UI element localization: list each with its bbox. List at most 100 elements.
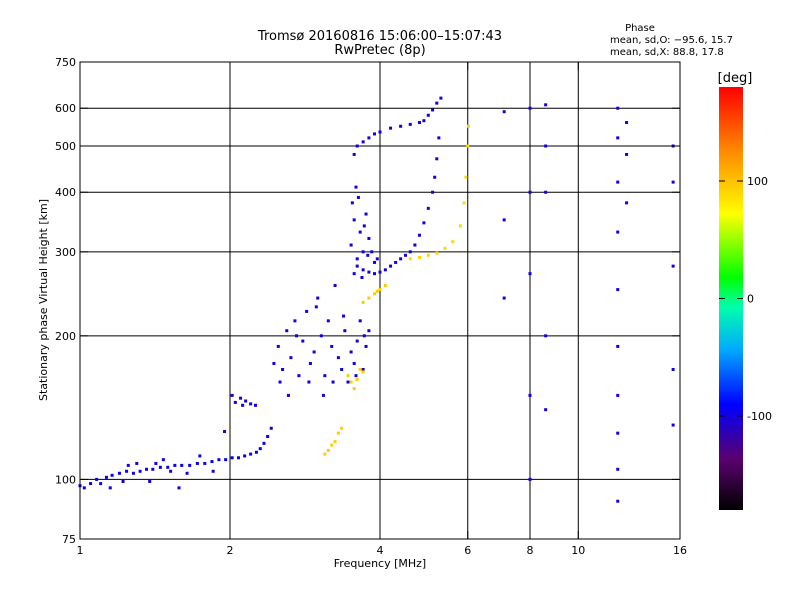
x-tick-label: 10: [571, 544, 585, 557]
data-point: [417, 255, 421, 259]
colorbar-label: [deg]: [718, 71, 753, 86]
data-point: [466, 144, 470, 148]
data-point: [249, 402, 253, 406]
data-point: [426, 113, 430, 117]
data-point: [249, 452, 253, 456]
data-point: [352, 272, 356, 276]
data-point: [464, 175, 468, 179]
y-axis-label: Stationary phase Virtual Height [km]: [37, 199, 50, 401]
data-point: [312, 350, 316, 354]
data-point: [281, 367, 285, 371]
data-point: [528, 393, 532, 397]
data-point: [217, 458, 221, 462]
data-point: [671, 180, 675, 184]
x-axis-label: Frequency [MHz]: [334, 557, 426, 570]
data-point: [435, 251, 439, 255]
axis-ticks: 1 2 4 6 8 10 16 75 100 200 300 400 500 600 750: [55, 56, 687, 557]
data-point: [326, 448, 330, 452]
data-point: [301, 339, 305, 343]
data-point: [319, 334, 323, 338]
data-point: [358, 230, 362, 234]
colorbar-tick-label: 100: [747, 175, 768, 188]
y-tick-label: 100: [55, 473, 76, 486]
grid-lines: [80, 62, 680, 539]
y-tick-label: 300: [55, 246, 76, 259]
data-point: [361, 268, 365, 272]
series: [408, 124, 470, 261]
data-point: [108, 486, 112, 490]
data-point: [375, 289, 379, 293]
data-point: [243, 454, 247, 458]
data-point: [616, 393, 620, 397]
data-point: [169, 469, 173, 473]
data-point: [195, 461, 199, 465]
data-point: [435, 157, 439, 161]
data-point: [349, 380, 353, 384]
data-point: [239, 396, 243, 400]
data-point: [361, 140, 365, 144]
data-point: [346, 374, 350, 378]
data-point: [307, 380, 311, 384]
data-point: [422, 119, 426, 123]
data-point: [367, 329, 371, 333]
data-point: [266, 435, 270, 439]
data-point: [443, 246, 447, 250]
data-point: [336, 356, 340, 360]
data-point: [173, 463, 177, 467]
data-point: [362, 224, 366, 228]
data-point: [138, 469, 142, 473]
data-point: [126, 463, 130, 467]
data-point: [352, 387, 356, 391]
series: [352, 136, 441, 276]
data-point: [258, 447, 262, 451]
data-point: [233, 400, 237, 404]
data-point: [285, 329, 289, 333]
data-point: [82, 486, 86, 490]
x-tick-label: 2: [227, 544, 234, 557]
data-point: [346, 380, 350, 384]
data-point: [364, 212, 368, 216]
data-point: [528, 477, 532, 481]
data-point: [198, 454, 202, 458]
x-tick-label: 6: [464, 544, 471, 557]
data-point: [295, 334, 299, 338]
phase-stats-o: mean, sd,O: −95.6, 15.7: [610, 35, 733, 46]
data-point: [502, 296, 506, 300]
data-point: [355, 144, 359, 148]
data-point: [544, 334, 548, 338]
data-point: [89, 482, 93, 486]
data-point: [342, 314, 346, 318]
data-point: [185, 471, 189, 475]
data-point: [502, 110, 506, 114]
data-point: [340, 426, 344, 430]
data-point: [121, 479, 125, 483]
data-point: [439, 96, 443, 100]
data-point: [373, 292, 377, 296]
data-point: [297, 374, 301, 378]
data-point: [378, 288, 382, 292]
data-point: [305, 309, 309, 313]
data-point: [131, 471, 135, 475]
data-point: [367, 236, 371, 240]
data-point: [373, 132, 377, 136]
data-point: [355, 339, 359, 343]
data-point: [308, 361, 312, 365]
data-point: [355, 264, 359, 268]
series: [349, 185, 379, 280]
data-point: [616, 344, 620, 348]
data-point: [272, 361, 276, 365]
phase-stats-x: mean, sd,X: 88.8, 17.8: [610, 47, 724, 58]
data-point: [99, 482, 103, 486]
data-point: [269, 426, 273, 430]
data-point: [360, 276, 364, 280]
data-point: [188, 463, 192, 467]
data-point: [262, 441, 266, 445]
data-point: [161, 458, 165, 462]
data-point: [148, 479, 152, 483]
colorbar-tick-label: -100: [747, 410, 772, 423]
data-point: [286, 393, 290, 397]
series: [78, 426, 273, 490]
data-point: [211, 469, 215, 473]
data-point: [433, 175, 437, 179]
